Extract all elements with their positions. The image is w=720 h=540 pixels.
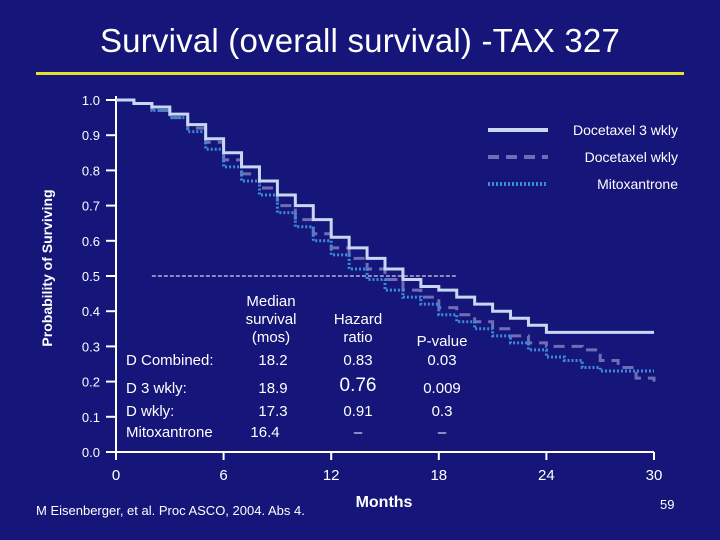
table-row-median: 17.3 xyxy=(258,403,288,420)
x-tick-label: 30 xyxy=(646,467,663,484)
y-tick-label: 0.1 xyxy=(82,410,100,425)
slide-title: Survival (overall survival) -TAX 327 xyxy=(99,22,621,59)
y-tick-label: 1.0 xyxy=(82,93,100,108)
x-tick-label: 0 xyxy=(112,467,120,484)
table-header-hazard-line: ratio xyxy=(343,329,373,346)
table-header-hazard: Hazard ratio xyxy=(318,311,398,347)
legend-label: Mitoxantrone xyxy=(597,176,678,192)
table-header-median: Median survival (mos) xyxy=(228,293,314,347)
citation: M Eisenberger, et al. Proc ASCO, 2004. A… xyxy=(36,503,305,518)
page-number: 59 xyxy=(660,497,675,512)
table-header-pvalue: P-value xyxy=(416,333,468,350)
table-header-median-line: (mos) xyxy=(251,329,291,346)
table-row-median: 18.9 xyxy=(258,380,288,397)
table-row-pvalue: 0.3 xyxy=(431,403,453,420)
series-line-solid xyxy=(116,98,654,334)
table-row-hazard: 0.91 xyxy=(343,403,373,420)
y-tick-label: 0.9 xyxy=(82,128,100,143)
x-tick-label: 18 xyxy=(430,467,447,484)
table-row-label: D 3 wkly: xyxy=(126,380,187,397)
y-tick-label: 0.7 xyxy=(82,199,100,214)
table-header-hazard-line: Hazard xyxy=(333,311,383,328)
x-tick-label: 6 xyxy=(219,467,227,484)
table-row-label: Mitoxantrone xyxy=(126,424,213,441)
table-row-pvalue: 0.009 xyxy=(423,380,461,397)
table-row-label: D wkly: xyxy=(126,403,175,420)
table-row-median: 16.4 xyxy=(250,424,280,441)
y-tick-label: 0.5 xyxy=(82,269,100,284)
table-header-median-line: survival xyxy=(245,311,297,328)
table-row-label: D Combined: xyxy=(126,352,214,369)
y-tick-label: 0.8 xyxy=(82,163,100,178)
x-tick-label: 24 xyxy=(538,467,555,484)
table-row-hazard-highlight: 0.76 xyxy=(339,375,377,396)
table-row-hazard: – xyxy=(353,424,363,441)
table-row-pvalue: – xyxy=(437,424,447,441)
table-row-pvalue: 0.03 xyxy=(427,352,457,369)
table-header-median-line: Median xyxy=(246,293,296,310)
y-tick-label: 0.4 xyxy=(82,304,100,319)
title-rule xyxy=(36,72,684,75)
y-tick-label: 0.3 xyxy=(82,339,100,354)
legend-label: Docetaxel wkly xyxy=(585,149,678,165)
legend-label: Docetaxel 3 wkly xyxy=(573,122,678,138)
y-tick-label: 0.0 xyxy=(82,445,100,460)
y-tick-label: 0.2 xyxy=(82,375,100,390)
table-row-hazard: 0.83 xyxy=(343,352,373,369)
x-axis-label: Months xyxy=(356,494,413,511)
y-axis-label: Probability of Surviving xyxy=(39,189,55,346)
table-row-median: 18.2 xyxy=(258,352,288,369)
y-tick-label: 0.6 xyxy=(82,234,100,249)
x-tick-label: 12 xyxy=(323,467,340,484)
